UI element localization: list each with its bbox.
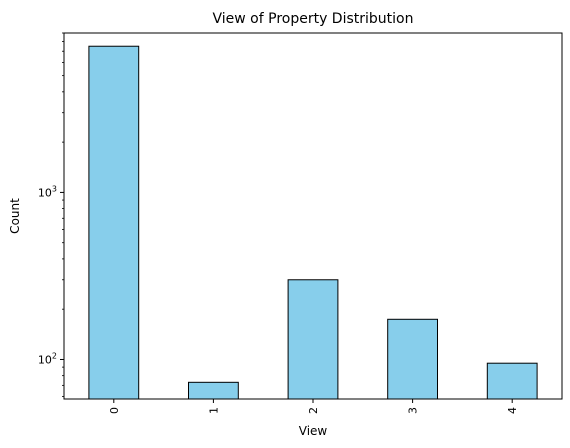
y-axis-label: Count <box>8 198 22 234</box>
x-axis-label: View <box>299 424 328 438</box>
y-axis-ticks: 102 103 <box>38 32 64 397</box>
x-tick-label-1: 1 <box>207 407 220 414</box>
x-tick-label-4: 4 <box>506 407 519 414</box>
bar-2 <box>287 279 339 400</box>
bar-0 <box>88 45 140 400</box>
bar-3 <box>387 318 439 400</box>
y-tick-label: 103 <box>38 184 57 199</box>
x-tick-label-2: 2 <box>307 407 320 414</box>
x-tick-label-0: 0 <box>108 407 121 414</box>
y-tick-label: 102 <box>38 351 57 366</box>
bars-group <box>88 45 538 400</box>
bar-1 <box>188 381 239 400</box>
x-tick-label-3: 3 <box>407 407 420 414</box>
bar-4 <box>486 362 538 400</box>
x-axis-ticks: 0 1 2 3 4 <box>108 399 519 414</box>
chart-title: View of Property Distribution <box>213 11 414 27</box>
